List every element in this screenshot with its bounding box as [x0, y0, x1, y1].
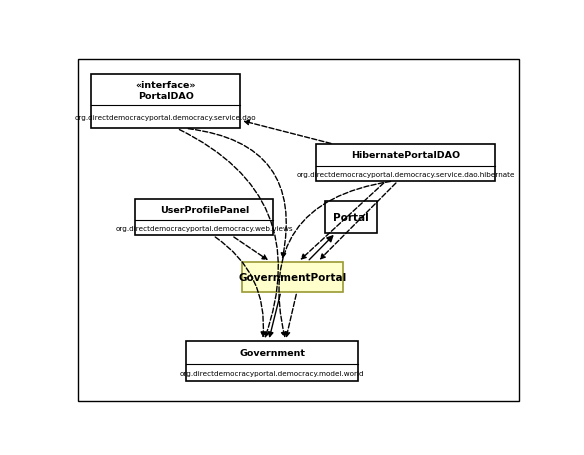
FancyBboxPatch shape — [325, 202, 377, 233]
Text: org.directdemocracyportal.democracy.model.world: org.directdemocracyportal.democracy.mode… — [180, 370, 364, 376]
FancyBboxPatch shape — [91, 75, 241, 129]
Text: «interface»
PortalDAO: «interface» PortalDAO — [135, 81, 196, 101]
Text: GovernmentPortal: GovernmentPortal — [238, 272, 347, 282]
Text: org.directdemocracyportal.democracy.service.dao: org.directdemocracyportal.democracy.serv… — [75, 115, 256, 121]
Text: org.directdemocracyportal.democracy.service.dao.hibernate: org.directdemocracyportal.democracy.serv… — [297, 171, 515, 177]
FancyBboxPatch shape — [135, 199, 273, 236]
Text: org.directdemocracyportal.democracy.web.views: org.directdemocracyportal.democracy.web.… — [116, 226, 293, 232]
Text: UserProfilePanel: UserProfilePanel — [159, 205, 249, 214]
Text: HibernatePortalDAO: HibernatePortalDAO — [351, 151, 460, 160]
FancyBboxPatch shape — [78, 60, 519, 401]
Text: Portal: Portal — [333, 212, 369, 222]
FancyBboxPatch shape — [186, 341, 358, 381]
Text: Government: Government — [239, 348, 305, 357]
FancyBboxPatch shape — [317, 145, 495, 182]
FancyBboxPatch shape — [242, 262, 343, 292]
